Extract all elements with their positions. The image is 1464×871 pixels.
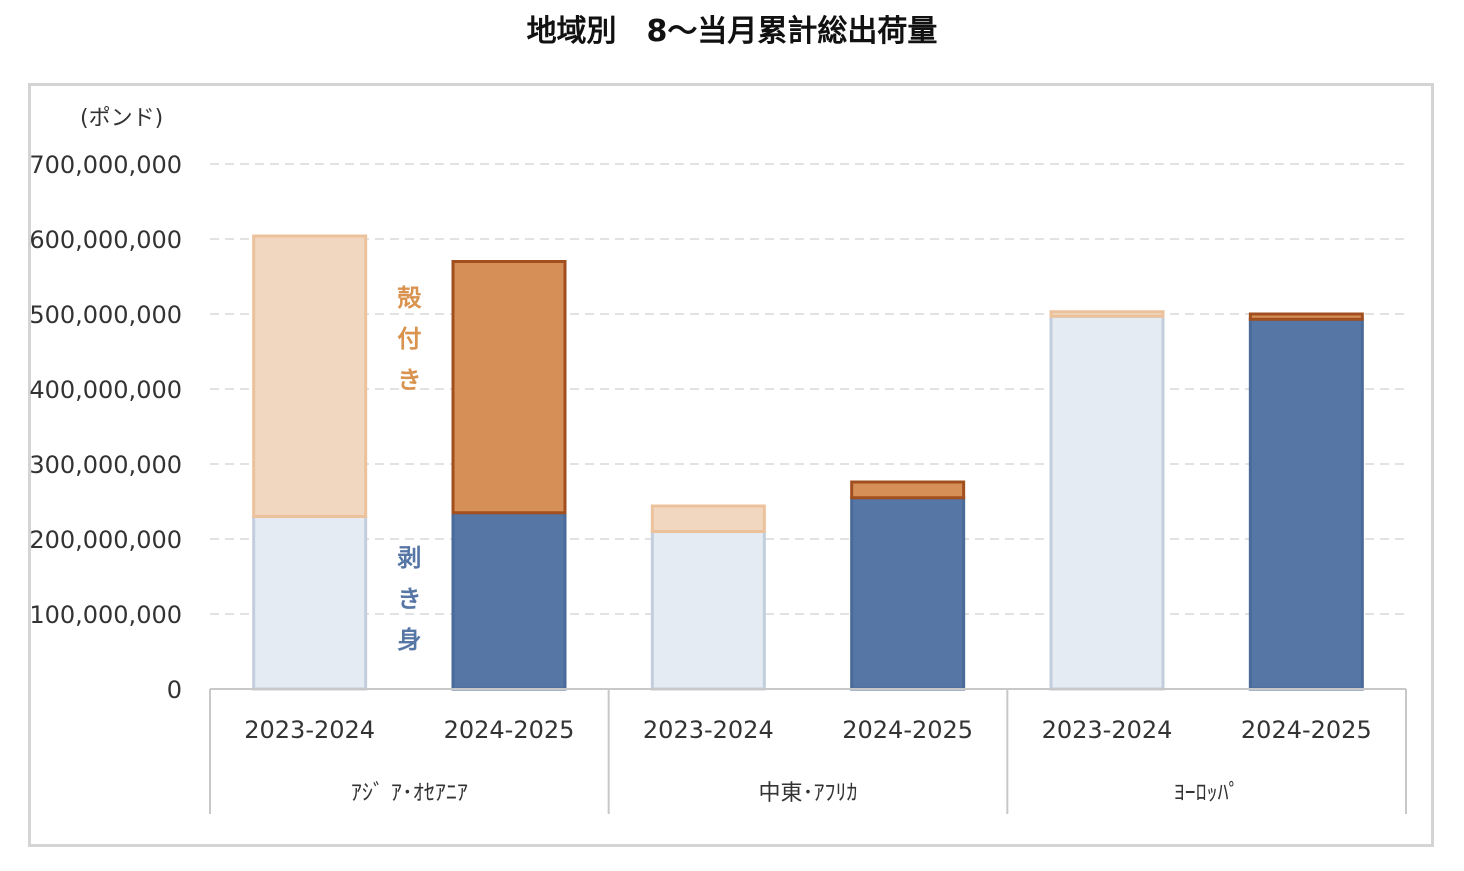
annotation-peeled-char: 剥 — [397, 544, 421, 572]
y-tick-label: 600,000,000 — [29, 226, 182, 254]
x-category-label: 2023-2024 — [643, 716, 774, 744]
bar-shell — [1248, 312, 1364, 321]
annotation-shell-char: 付 — [397, 325, 421, 353]
bar-shell — [650, 504, 766, 533]
annotation-peeled-char: き — [397, 585, 421, 613]
x-category-label: 2023-2024 — [1042, 716, 1173, 744]
chart-frame — [28, 83, 1434, 847]
y-unit-label: (ポンド) — [80, 106, 163, 131]
x-group-label: 中東･ｱﾌﾘｶ — [758, 781, 857, 806]
bar-peeled — [850, 496, 966, 691]
y-tick-label: 200,000,000 — [29, 526, 182, 554]
annotation-shell-char: 殻 — [397, 284, 422, 312]
y-tick-label: 100,000,000 — [29, 601, 182, 629]
bar-peeled — [451, 511, 567, 691]
bar-peeled — [1049, 314, 1165, 691]
y-tick-label: 500,000,000 — [29, 301, 182, 329]
y-tick-label: 400,000,000 — [29, 376, 182, 404]
y-tick-label: 300,000,000 — [29, 451, 182, 479]
bar-peeled — [650, 530, 766, 691]
bar-shell — [1049, 310, 1165, 318]
bar-peeled — [1248, 317, 1364, 691]
gridlines — [210, 163, 1406, 615]
bar-shell — [252, 234, 368, 518]
x-group-label: ﾖｰﾛｯﾊﾟ — [1174, 781, 1240, 806]
annotation-shell-char: き — [397, 366, 421, 394]
x-group-label: ｱｼﾞ ｱ･ｵｾｱﾆｱ — [351, 781, 468, 806]
bar-shell — [850, 480, 966, 500]
x-category-label: 2024-2025 — [1241, 716, 1372, 744]
bar-peeled — [252, 515, 368, 691]
bars — [252, 234, 1364, 691]
x-category-label: 2023-2024 — [244, 716, 375, 744]
x-category-label: 2024-2025 — [444, 716, 575, 744]
y-tick-label: 0 — [167, 676, 182, 704]
x-category-label: 2024-2025 — [842, 716, 973, 744]
annotation-peeled-char: 身 — [397, 626, 421, 654]
y-axis: 0 100,000,000 200,000,000 300,000,000 400,00… — [29, 151, 182, 704]
chart-title: 地域別 8～当月累計総出荷量 — [526, 14, 938, 49]
x-axis: 2023-2024 2024-2025 ｱｼﾞ ｱ･ｵｾｱﾆｱ 2023-2024 20… — [209, 688, 1407, 814]
bar-shell — [451, 260, 567, 515]
y-tick-label: 700,000,000 — [29, 151, 182, 179]
